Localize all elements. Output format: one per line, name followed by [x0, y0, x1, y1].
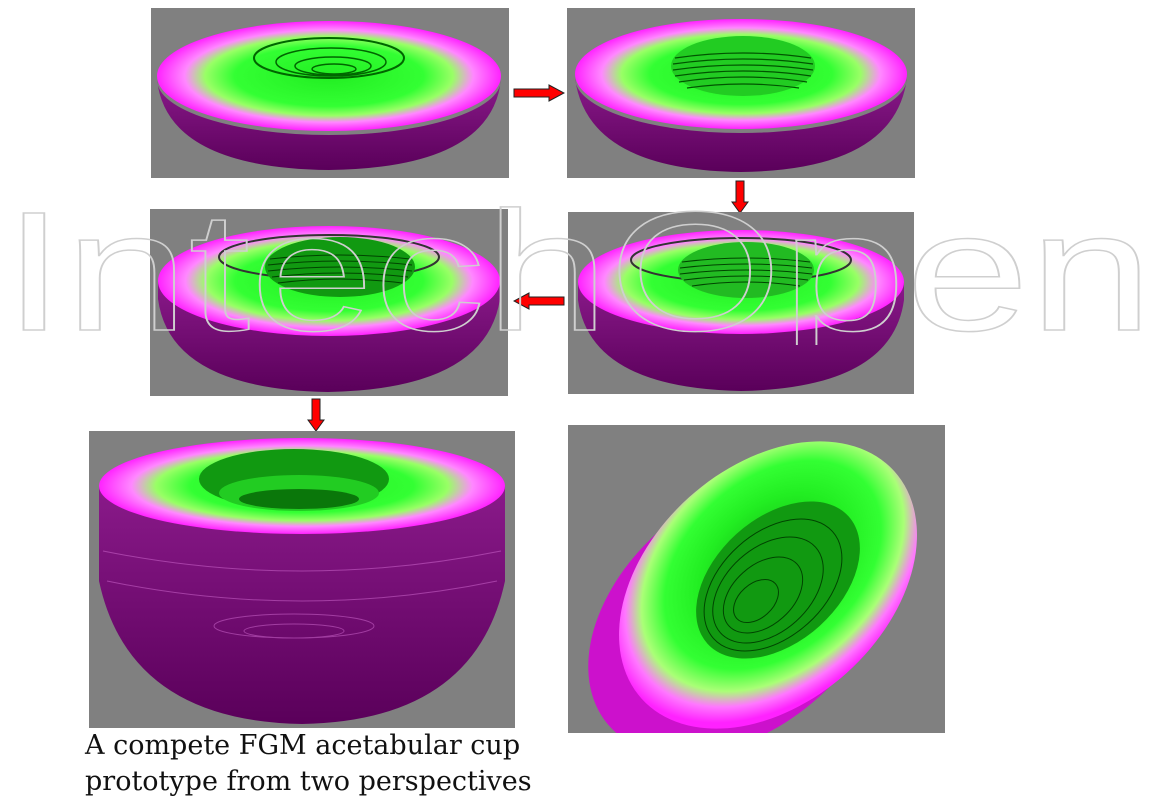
cup-panel-step-1	[151, 8, 509, 178]
cup-panel-step-4	[568, 212, 914, 394]
caption-line-2: prototype from two perspectives	[85, 766, 532, 797]
cup-panel-step-3	[150, 209, 508, 396]
arrow-right-icon	[513, 84, 565, 102]
figure-caption: A compete FGM acetabular cup prototype f…	[85, 728, 532, 800]
arrow-down-icon	[307, 398, 325, 432]
caption-line-1: A compete FGM acetabular cup	[85, 730, 521, 761]
cup-panel-step-2	[567, 8, 915, 178]
arrow-down-icon	[731, 180, 749, 214]
cup-panel-complete-tilted	[568, 425, 945, 733]
arrow-left-icon	[513, 292, 565, 310]
cup-panel-complete-side	[89, 431, 515, 728]
